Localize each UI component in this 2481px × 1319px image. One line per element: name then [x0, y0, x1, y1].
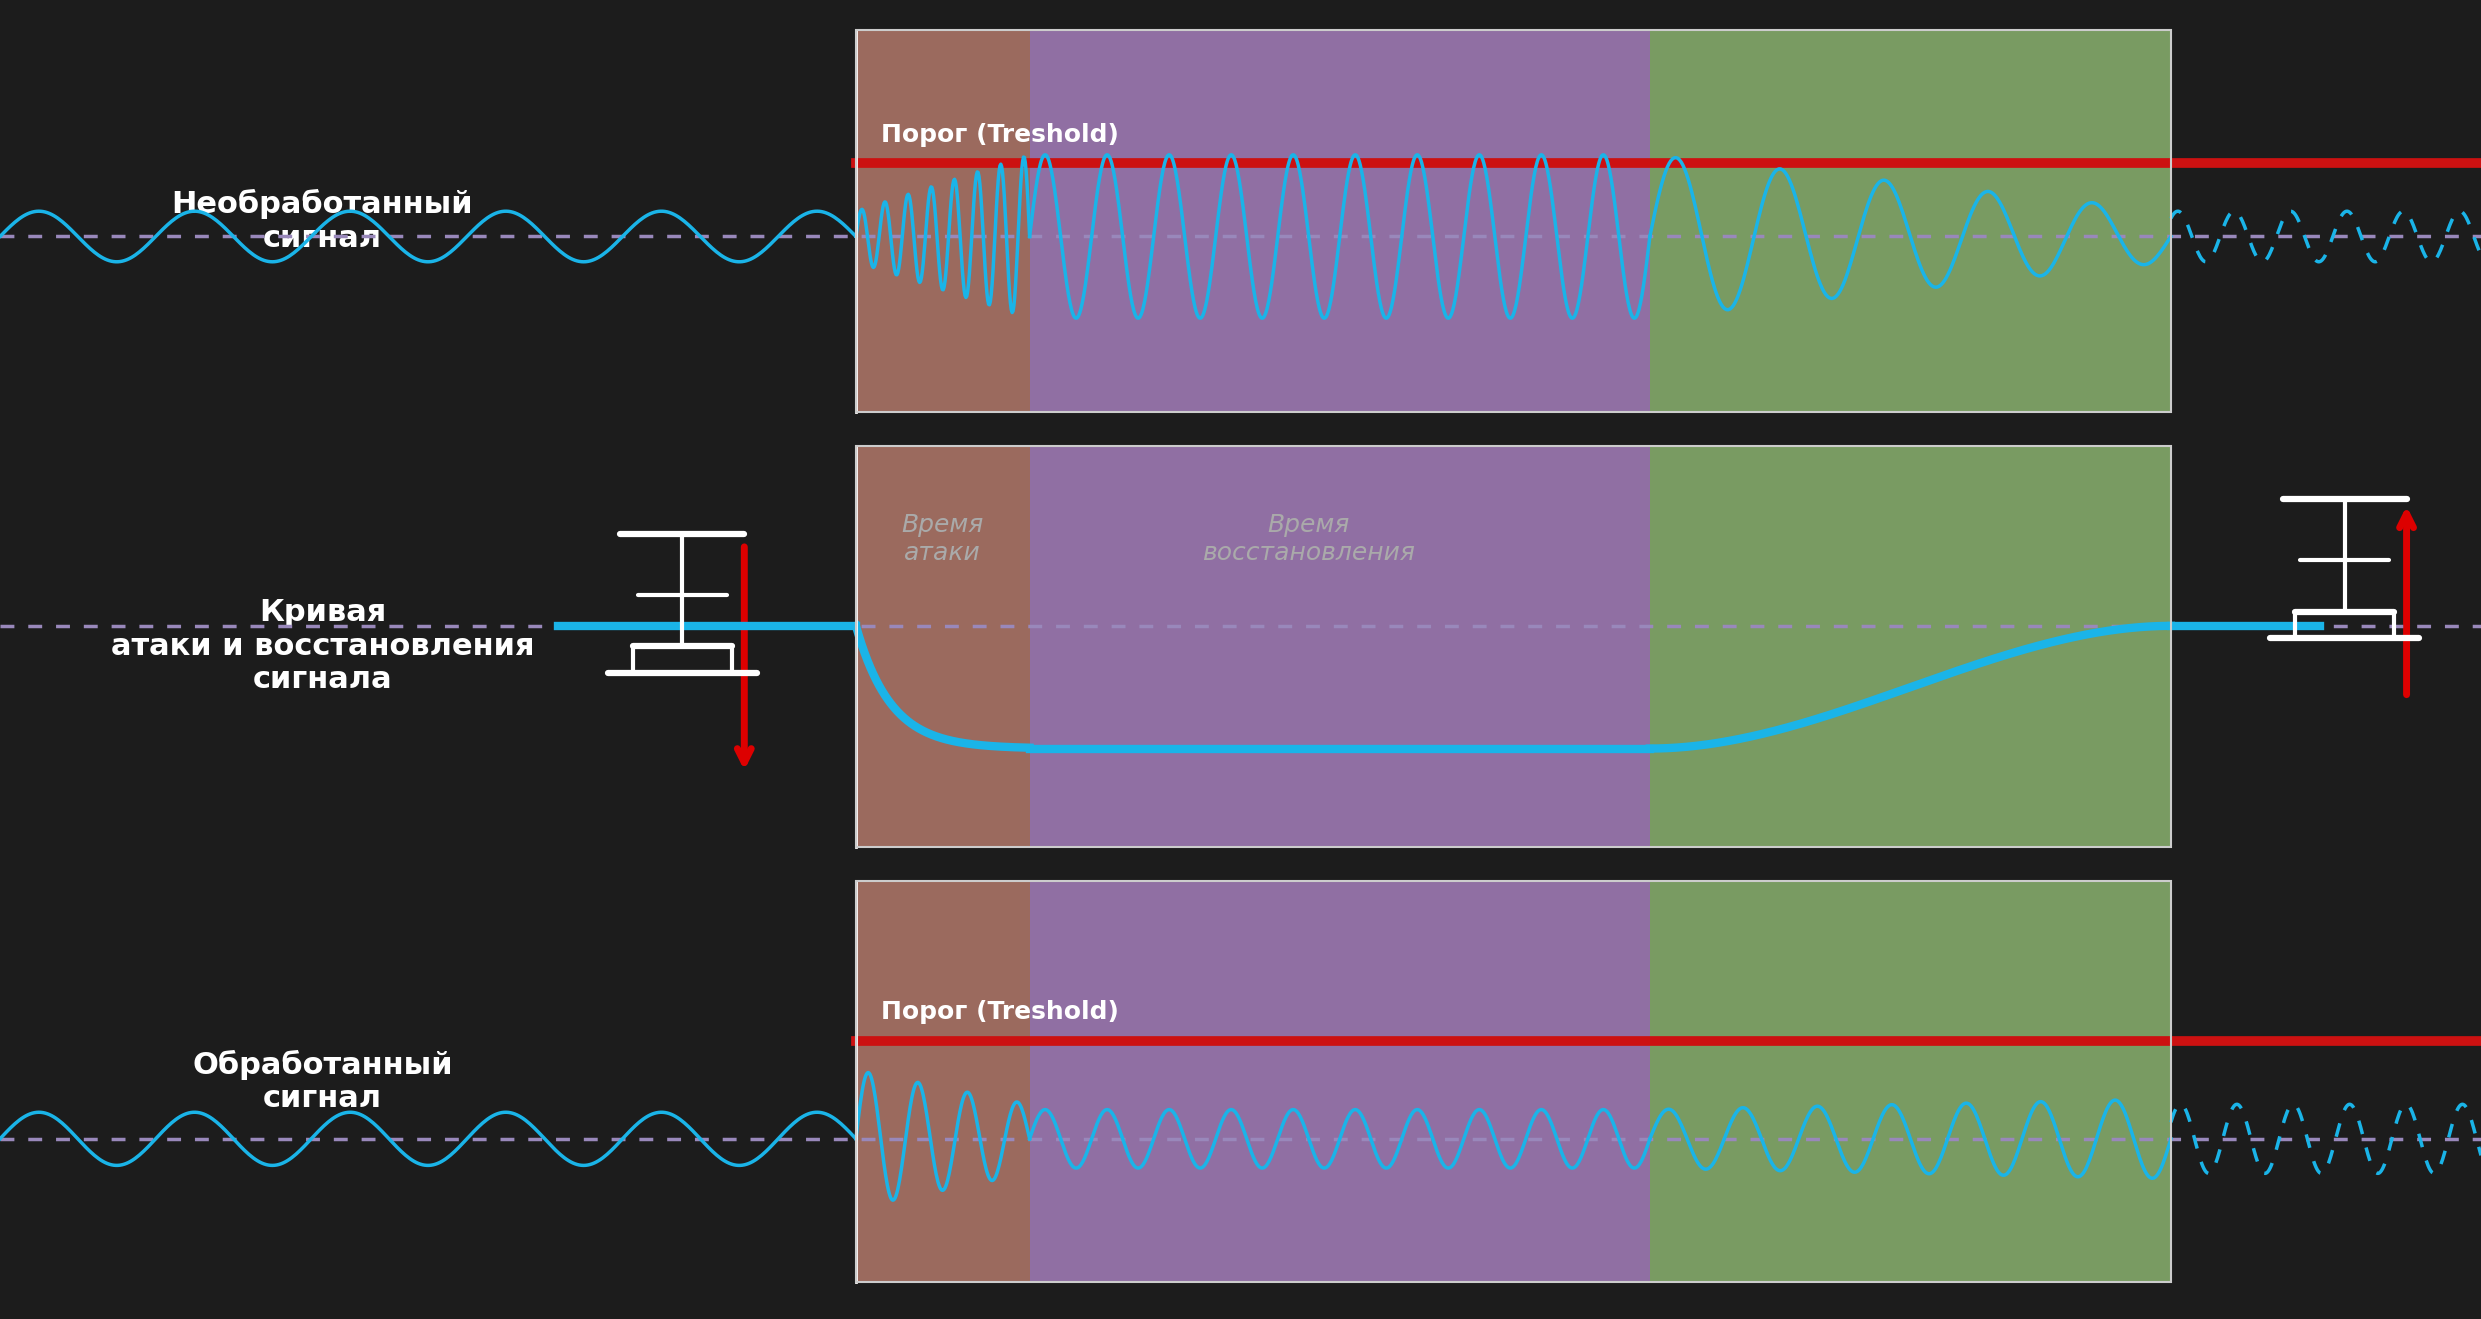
Bar	[1030, 30, 1650, 412]
Bar	[1650, 446, 2171, 847]
Bar	[856, 881, 1030, 1282]
Text: Порог (Treshold): Порог (Treshold)	[881, 1000, 1119, 1024]
Bar	[1650, 881, 2171, 1282]
Text: Обработанный
сигнал: Обработанный сигнал	[191, 1050, 454, 1113]
Text: Время
восстановления: Время восстановления	[1203, 513, 1414, 566]
Bar	[1650, 30, 2171, 412]
Bar	[856, 30, 1030, 412]
Bar	[856, 881, 2171, 1282]
Bar	[856, 446, 2171, 847]
Bar	[856, 30, 2171, 412]
Text: Время
атаки: Время атаки	[901, 513, 985, 566]
Bar	[856, 446, 1030, 847]
Text: Кривая
атаки и восстановления
сигнала: Кривая атаки и восстановления сигнала	[112, 599, 533, 694]
Bar	[1030, 881, 1650, 1282]
Text: Порог (Treshold): Порог (Treshold)	[881, 124, 1119, 148]
Bar	[1030, 446, 1650, 847]
Text: Необработанный
сигнал: Необработанный сигнал	[171, 189, 474, 253]
